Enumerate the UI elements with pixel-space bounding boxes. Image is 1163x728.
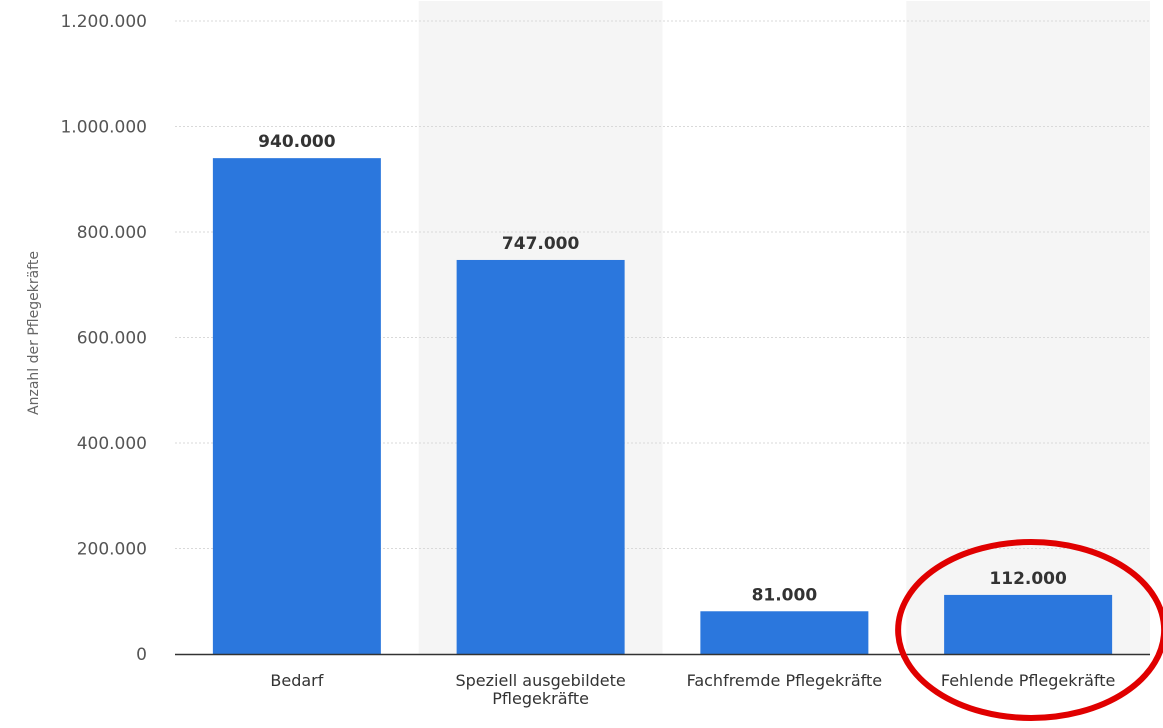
- background-band: [906, 1, 1150, 654]
- value-labels: 940.000 747.000 81.000 112.000: [258, 132, 1067, 605]
- data-label: 747.000: [502, 234, 580, 254]
- data-label: 81.000: [752, 585, 818, 605]
- bar: [700, 611, 869, 654]
- y-tick-label: 200.000: [77, 540, 147, 560]
- x-tick-label: Pflegekräfte: [492, 689, 589, 708]
- data-label: 112.000: [989, 569, 1067, 589]
- bars: [212, 158, 1113, 654]
- y-tick-label: 1.000.000: [60, 118, 147, 138]
- bar: [944, 594, 1113, 654]
- y-tick-label: 400.000: [77, 434, 147, 454]
- y-tick-label: 0: [136, 645, 147, 665]
- highlight-circle: [895, 539, 1163, 721]
- x-tick-label: Bedarf: [270, 671, 323, 690]
- x-tick-label: Speziell ausgebildete: [455, 671, 625, 690]
- y-tick-label: 800.000: [77, 223, 147, 243]
- bar: [456, 259, 625, 654]
- x-tick-label: Fehlende Pflegekräfte: [941, 671, 1116, 690]
- y-axis-tick-labels: 0 200.000 400.000 600.000 800.000 1.000.000 1.…: [60, 12, 147, 665]
- data-label: 940.000: [258, 132, 336, 152]
- y-axis-title: Anzahl der Pflegekräfte: [26, 251, 42, 415]
- bar: [212, 158, 381, 654]
- y-tick-label: 600.000: [77, 329, 147, 349]
- y-tick-label: 1.200.000: [60, 12, 147, 32]
- x-tick-label: Fachfremde Pflegekräfte: [687, 671, 883, 690]
